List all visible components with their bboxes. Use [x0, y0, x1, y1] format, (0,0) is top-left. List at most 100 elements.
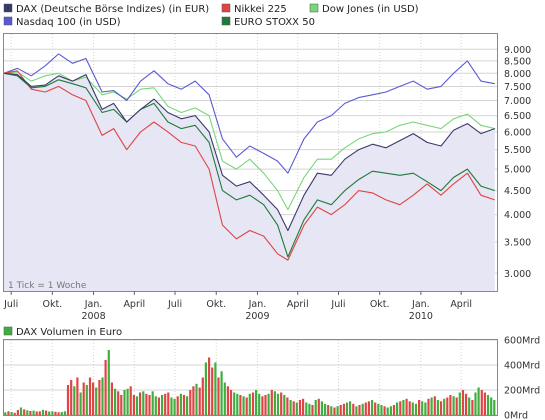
volume-bar-143	[452, 396, 455, 416]
main-chart-series	[3, 53, 495, 261]
y-tick-label-4: 7.000	[504, 96, 531, 107]
volume-legend: DAX Volumen in Euro	[3, 326, 122, 338]
volume-legend-swatch	[3, 326, 13, 336]
volume-bar-71	[226, 386, 229, 416]
volume-bar-4	[16, 410, 19, 415]
volume-bar-5	[19, 407, 23, 415]
volume-bar-125	[396, 402, 399, 415]
volume-bar-81	[258, 393, 261, 416]
volume-bar-26	[85, 385, 88, 415]
volume-bar-77	[245, 397, 248, 415]
volume-bar-75	[239, 395, 242, 415]
y-tick-label-6: 6.000	[504, 127, 531, 138]
volume-bar-16	[54, 411, 57, 416]
y-tick-label-7: 5.500	[504, 145, 531, 156]
volume-bar-153	[483, 392, 486, 415]
volume-bar-115	[364, 402, 367, 415]
volume-bar-95	[302, 398, 305, 416]
volume-bar-130	[411, 402, 414, 415]
volume-bar-30	[98, 380, 101, 415]
y-tick-label-3: 7.500	[504, 82, 531, 93]
volume-bar-138	[436, 400, 439, 415]
x-tick-label-1: Okt.	[42, 299, 62, 310]
volume-bar-61	[195, 383, 198, 416]
volume-bar-103	[327, 405, 330, 415]
volume-bar-36	[117, 391, 120, 416]
volume-bar-146	[461, 390, 465, 415]
volume-bar-104	[330, 406, 333, 416]
volume-bar-97	[308, 403, 311, 416]
volume-bar-33	[107, 350, 110, 415]
volume-bar-55	[176, 396, 179, 416]
volume-bar-54	[173, 398, 176, 416]
volume-bar-53	[170, 397, 173, 415]
y-tick-label-2: 8.000	[504, 69, 531, 80]
volume-bar-109	[345, 402, 349, 415]
volume-bar-44	[142, 391, 145, 416]
volume-bar-65	[208, 357, 211, 415]
volume-bar-87	[276, 393, 280, 416]
volume-bar-3	[13, 412, 16, 416]
volume-bar-131	[414, 403, 418, 416]
legend-label-1: Nikkei 225	[234, 4, 287, 15]
main-chart-frame	[3, 33, 498, 292]
volume-bar-123	[389, 406, 392, 416]
x-tick-label-4: Juli	[167, 299, 182, 310]
volume-bar-59	[189, 390, 192, 415]
volume-bar-136	[430, 397, 433, 415]
volume-bar-92	[292, 401, 295, 416]
volume-bar-88	[280, 392, 283, 415]
legend-swatch-4	[221, 16, 231, 26]
volume-bar-39	[126, 388, 129, 416]
volume-bar-19	[63, 411, 66, 416]
volume-bar-43	[139, 392, 142, 415]
vol-y-tick-label-1: 400Mrd	[504, 361, 540, 372]
x-year-label-10: 2010	[409, 311, 433, 322]
volume-bar-142	[449, 395, 452, 415]
volume-bar-137	[433, 396, 436, 416]
x-tick-label-3: April	[123, 299, 145, 310]
volume-bar-108	[342, 403, 345, 416]
volume-bar-119	[377, 403, 380, 416]
volume-bar-50	[161, 395, 164, 415]
series-line-1	[3, 70, 495, 261]
volume-bar-129	[408, 401, 411, 416]
volume-bar-45	[145, 393, 148, 416]
volume-bar-18	[60, 412, 63, 415]
volume-bar-27	[88, 377, 92, 415]
volume-bar-116	[367, 401, 370, 416]
volume-bar-22	[73, 386, 76, 416]
volume-bar-37	[120, 395, 123, 415]
volume-bar-126	[399, 401, 402, 416]
volume-bar-48	[154, 396, 157, 416]
volume-bar-1	[7, 411, 10, 416]
volume-bar-29	[95, 387, 98, 415]
y-tick-label-11: 3.500	[504, 237, 531, 248]
volume-bar-91	[289, 400, 292, 415]
volume-bar-134	[424, 402, 427, 415]
volume-chart-y-axis: 600Mrd 400Mrd 200Mrd 0Mrd	[504, 336, 540, 420]
volume-bar-63	[201, 377, 204, 415]
volume-bar-105	[333, 407, 336, 415]
volume-bar-46	[148, 395, 151, 415]
volume-bar-154	[486, 395, 490, 415]
volume-bar-32	[104, 360, 107, 415]
legend-label-3: Nasdaq 100 (in USD)	[16, 17, 121, 28]
volume-bar-133	[421, 401, 424, 416]
volume-bar-148	[468, 397, 471, 415]
volume-bar-124	[392, 405, 396, 415]
volume-bar-114	[361, 403, 364, 416]
volume-bar-84	[267, 393, 270, 416]
volume-bar-90	[286, 397, 289, 415]
x-tick-label-0: Juli	[3, 299, 18, 310]
x-year-label-2: 2008	[81, 311, 105, 322]
volume-bar-121	[383, 406, 386, 416]
volume-bar-110	[349, 401, 352, 416]
volume-bar-127	[402, 400, 405, 415]
volume-bar-99	[314, 400, 317, 415]
y-tick-label-10: 4.000	[504, 210, 531, 221]
volume-bar-122	[386, 407, 389, 415]
volume-bar-72	[229, 390, 233, 415]
volume-bar-35	[114, 388, 117, 416]
x-tick-label-5: Okt.	[206, 299, 226, 310]
